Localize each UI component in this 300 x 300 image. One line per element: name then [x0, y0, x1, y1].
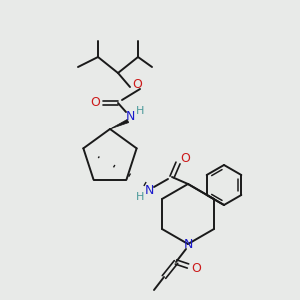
Text: O: O	[90, 97, 100, 110]
Polygon shape	[110, 119, 129, 129]
Text: O: O	[180, 152, 190, 166]
Text: O: O	[191, 262, 201, 275]
Text: H: H	[136, 106, 144, 116]
Text: H: H	[136, 192, 144, 202]
Text: N: N	[125, 110, 135, 122]
Text: O: O	[132, 79, 142, 92]
Text: N: N	[183, 238, 193, 250]
Text: N: N	[144, 184, 154, 196]
